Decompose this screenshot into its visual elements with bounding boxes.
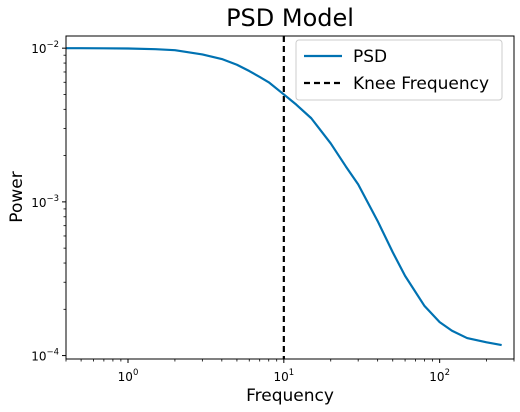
plot-frame [65, 35, 515, 360]
x-axis-label: Frequency [246, 386, 334, 406]
y-tick-base: 10 [31, 350, 46, 364]
legend: PSD Knee Frequency [295, 39, 503, 101]
y-tick-base: 10 [31, 42, 46, 56]
y-tick-label: 10−2 [31, 40, 59, 56]
x-tick-label: 101 [273, 368, 294, 384]
y-tick-exponent: −4 [46, 348, 59, 358]
x-tick-label: 100 [118, 368, 139, 384]
legend-label-knee-frequency: Knee Frequency [353, 74, 489, 94]
y-tick-exponent: −3 [46, 194, 59, 204]
chart-title: PSD Model [226, 4, 354, 32]
y-tick-label: 10−3 [31, 194, 59, 210]
x-tick-label: 102 [429, 368, 450, 384]
x-tick-exponent: 0 [133, 368, 138, 378]
y-tick-label: 10−4 [31, 348, 59, 364]
x-tick-exponent: 2 [445, 368, 450, 378]
legend-label-psd: PSD [353, 47, 387, 67]
x-tick-base: 10 [273, 370, 288, 384]
x-tick-exponent: 1 [289, 368, 294, 378]
y-axis-label: Power [7, 171, 27, 222]
x-tick-base: 10 [118, 370, 133, 384]
psd-series-line [66, 47, 502, 347]
x-tick-base: 10 [429, 370, 444, 384]
plot-area [66, 36, 502, 359]
y-tick-exponent: −2 [46, 40, 59, 50]
legend-box [295, 39, 503, 101]
y-tick-base: 10 [31, 196, 46, 210]
